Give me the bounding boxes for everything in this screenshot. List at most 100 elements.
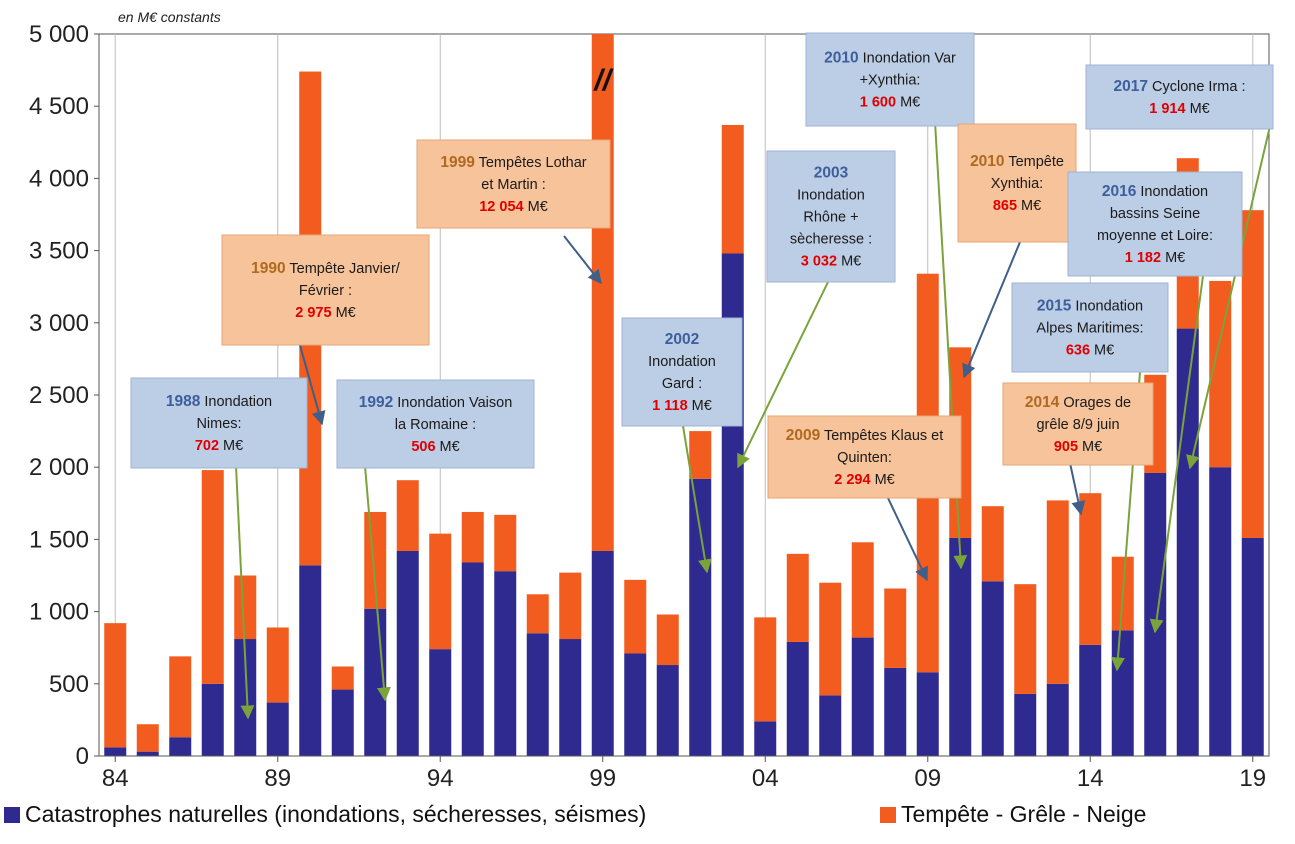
- annotation-year: 1999: [440, 154, 475, 171]
- annotation-box-bg: [130, 377, 308, 469]
- annotation-amount: 12 054 M€: [479, 199, 548, 215]
- annotation-arrow: [1149, 275, 1204, 634]
- annotation-amount: 3 032 M€: [801, 254, 861, 270]
- truncation-mark: //: [592, 64, 613, 97]
- annotation-label: 2014 Orages de: [1025, 394, 1131, 411]
- annotation-box: 2009 Tempêtes Klaus et Quinten: 2 294 M€: [767, 415, 962, 499]
- annotation-year: 1988: [166, 393, 201, 410]
- annotation-label: 1999 Tempêtes Lothar: [440, 154, 586, 171]
- bar-catastrophes-naturelles: [461, 562, 484, 756]
- bar-catastrophes-naturelles: [786, 641, 809, 756]
- x-tick-label: 19: [1239, 765, 1266, 792]
- annotation-year: 2015: [1037, 298, 1072, 315]
- bar-catastrophes-naturelles: [916, 672, 939, 756]
- annotation-label: 2002: [665, 331, 699, 348]
- bar-tempete-grele-neige: [1241, 210, 1264, 538]
- annotation-label: la Romaine :: [395, 417, 476, 433]
- annotation-arrow: [563, 235, 602, 285]
- bar-tempete-grele-neige: [981, 506, 1004, 582]
- bar-catastrophes-naturelles: [949, 537, 972, 756]
- bar-tempete-grele-neige: [591, 34, 614, 551]
- y-axis: 0 500 1 000 1 500 2 000 2 500 3 000 3 500 4 000 4…: [29, 21, 100, 770]
- bar-tempete-grele-neige: [1014, 584, 1037, 694]
- legend-label: Catastrophes naturelles (inondations, sé…: [25, 801, 646, 827]
- bar-tempete-grele-neige: [884, 588, 907, 668]
- annotation-amount: 1 914 M€: [1149, 101, 1209, 117]
- bar-tempete-grele-neige: [429, 533, 452, 650]
- bar-tempete-grele-neige: [364, 511, 387, 609]
- y-tick-label: 4 000: [29, 165, 89, 192]
- annotation-text: Inondation: [1136, 184, 1208, 200]
- y-tick-label: 0: [76, 743, 89, 770]
- bar-catastrophes-naturelles: [591, 550, 614, 756]
- annotation-amount: 1 600 M€: [860, 95, 920, 111]
- legend-swatch: [880, 807, 896, 823]
- annotation-label: Nimes:: [196, 416, 241, 432]
- annotation-label: 1992 Inondation Vaison: [359, 394, 513, 411]
- bar-tempete-grele-neige: [1046, 500, 1069, 684]
- bar-catastrophes-naturelles: [331, 689, 354, 756]
- bar-tempete-grele-neige: [136, 724, 159, 752]
- y-tick-label: 2 500: [29, 382, 89, 409]
- annotation-arrow: [235, 465, 255, 720]
- annotation-amount: 905 M€: [1054, 439, 1102, 455]
- bar-catastrophes-naturelles: [104, 747, 127, 756]
- annotation-label: 2010 Tempête: [970, 153, 1064, 170]
- truncation-mark-label: //: [592, 64, 613, 97]
- bar-tempete-grele-neige: [461, 511, 484, 563]
- y-tick-label: 4 500: [29, 93, 89, 120]
- annotation-amount: 1 182 M€: [1125, 250, 1185, 266]
- bar-tempete-grele-neige: [234, 575, 257, 640]
- y-tick-label: 3 500: [29, 238, 89, 265]
- annotation-label: 2017 Cyclone Irma :: [1114, 78, 1246, 95]
- annotation-box-bg: [1002, 382, 1154, 466]
- annotation-amount: 702 M€: [195, 438, 243, 454]
- annotation-box-bg: [805, 32, 975, 127]
- bar-catastrophes-naturelles: [1014, 693, 1037, 756]
- annotation-unit: M€: [1186, 101, 1210, 117]
- y-tick-label: 5 000: [29, 21, 89, 48]
- annotation-amount-value: 1 914: [1149, 101, 1185, 117]
- bar-tempete-grele-neige: [1079, 493, 1102, 645]
- annotation-year: 2003: [814, 165, 849, 182]
- bar-catastrophes-naturelles: [1241, 537, 1264, 756]
- annotation-text: Orages de: [1059, 395, 1131, 411]
- annotation-unit: M€: [871, 472, 895, 488]
- annotation-label: 2003: [814, 165, 849, 182]
- bar-tempete-grele-neige: [169, 656, 192, 738]
- annotation-text: Tempête: [1005, 154, 1064, 170]
- annotation-unit: M€: [1161, 250, 1185, 266]
- annotation-box: 1988 Inondation Nimes: 702 M€: [130, 377, 308, 469]
- annotation-amount-value: 636: [1066, 343, 1090, 359]
- annotation-box: 2003 Inondation Rhône + sècheresse : 3 032 M…: [766, 150, 896, 283]
- x-tick-label: 04: [752, 765, 779, 792]
- bar-catastrophes-naturelles: [1046, 683, 1069, 756]
- y-tick-label: 1 000: [29, 599, 89, 626]
- annotation-label: moyenne et Loire:: [1097, 228, 1213, 244]
- annotation-label: et Martin :: [481, 177, 545, 193]
- legend-label: Tempête - Grêle - Neige: [901, 801, 1146, 827]
- annotation-box-bg: [221, 234, 430, 346]
- y-tick-label: 500: [49, 671, 89, 698]
- bar-catastrophes-naturelles: [819, 695, 842, 756]
- annotation-arrow: [1069, 462, 1086, 516]
- annotation-arrow: [962, 241, 1021, 379]
- bar-tempete-grele-neige: [526, 594, 549, 634]
- annotation-text: Inondation Var: [859, 51, 956, 67]
- annotation-unit: M€: [1090, 343, 1114, 359]
- annotation-amount-value: 2 975: [295, 305, 331, 321]
- annotation-year: 2014: [1025, 394, 1060, 411]
- bar-catastrophes-naturelles: [884, 667, 907, 756]
- annotation-arrow: [1186, 125, 1271, 470]
- annotation-year: 2016: [1102, 183, 1137, 200]
- annotation-box: 2015 Inondation Alpes Maritimes: 636 M€: [1011, 282, 1169, 373]
- y-tick-label: 3 000: [29, 310, 89, 337]
- annotation-arrow: [297, 337, 326, 426]
- annotation-unit: M€: [219, 438, 243, 454]
- annotation-label: Quinten:: [837, 450, 892, 466]
- annotation-year: 2010: [970, 153, 1004, 170]
- bar-tempete-grele-neige: [656, 614, 679, 666]
- annotation-label: 1988 Inondation: [166, 393, 272, 410]
